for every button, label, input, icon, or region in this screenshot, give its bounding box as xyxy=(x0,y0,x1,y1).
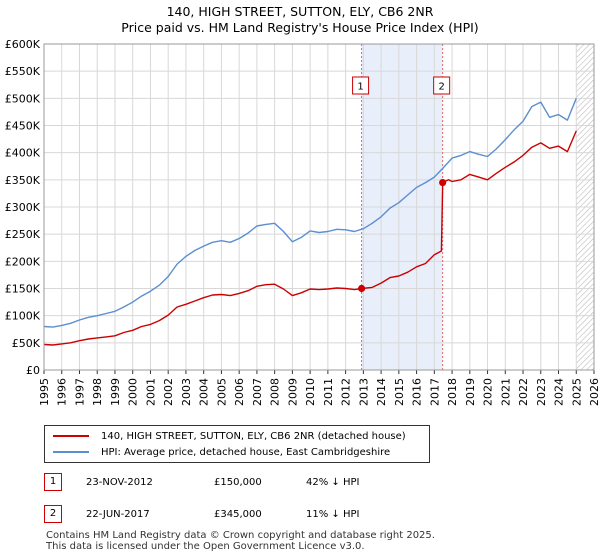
title-line-2: Price paid vs. HM Land Registry's House … xyxy=(121,20,479,35)
x-tick-label: 2002 xyxy=(162,378,175,406)
transaction-point-2 xyxy=(439,178,447,187)
x-tick-label: 2023 xyxy=(535,378,548,406)
chart-title: 140, HIGH STREET, SUTTON, ELY, CB6 2NR P… xyxy=(0,4,600,36)
x-tick-label: 1997 xyxy=(73,378,86,406)
footer-licence: Contains HM Land Registry data © Crown c… xyxy=(46,530,435,552)
y-tick-label: £500K xyxy=(5,92,41,105)
x-tick-label: 1998 xyxy=(91,378,104,406)
x-tick-label: 2007 xyxy=(251,378,264,406)
x-tick-label: 1999 xyxy=(109,378,122,406)
transaction-date-1: 23-NOV-2012 xyxy=(86,476,153,488)
x-tick-label: 2004 xyxy=(198,378,211,406)
x-tick-label: 2018 xyxy=(446,378,459,406)
x-tick-label: 2005 xyxy=(215,378,228,406)
x-tick-label: 2016 xyxy=(411,378,424,406)
legend-swatch-price-paid xyxy=(53,435,89,437)
x-tick-label: 2020 xyxy=(482,378,495,406)
x-tick-label: 2012 xyxy=(340,378,353,406)
x-tick-label: 2026 xyxy=(588,378,600,406)
x-tick-label: 2003 xyxy=(180,378,193,406)
x-tick-label: 2014 xyxy=(375,378,388,406)
legend-label-hpi: HPI: Average price, detached house, East… xyxy=(101,446,391,458)
x-tick-label: 2017 xyxy=(428,378,441,406)
transaction-marker-box-2 xyxy=(433,76,451,95)
title-line-1: 140, HIGH STREET, SUTTON, ELY, CB6 2NR xyxy=(166,4,434,19)
series-line-price-paid xyxy=(43,130,577,346)
x-tick-label: 2013 xyxy=(357,378,370,406)
y-tick-label: £50K xyxy=(12,337,41,350)
x-tick-label: 2011 xyxy=(322,378,335,406)
y-tick-label: £200K xyxy=(5,255,41,268)
chart-legend: 140, HIGH STREET, SUTTON, ELY, CB6 2NR (… xyxy=(44,425,430,463)
transaction-date-2: 22-JUN-2017 xyxy=(86,508,150,520)
x-tick-label: 2010 xyxy=(304,378,317,406)
x-tick-label: 2015 xyxy=(393,378,406,406)
y-tick-label: £350K xyxy=(5,174,41,187)
transaction-badge-2: 2 xyxy=(44,505,62,523)
transaction-point-1 xyxy=(357,284,366,293)
transaction-price-2: £345,000 xyxy=(214,508,262,520)
y-tick-label: £550K xyxy=(5,65,41,78)
x-tick-label: 2021 xyxy=(499,378,512,406)
x-tick-label: 1995 xyxy=(38,378,51,406)
y-tick-label: £400K xyxy=(5,147,41,160)
x-tick-label: 2006 xyxy=(233,378,246,406)
y-tick-label: £250K xyxy=(5,228,41,241)
x-tick-label: 2024 xyxy=(553,378,566,406)
y-tick-label: £0 xyxy=(26,364,40,377)
x-tick-label: 2022 xyxy=(517,378,530,406)
transaction-hpi-2: 11% ↓ HPI xyxy=(306,508,360,520)
transaction-price-1: £150,000 xyxy=(214,476,262,488)
legend-item-price-paid: 140, HIGH STREET, SUTTON, ELY, CB6 2NR (… xyxy=(53,429,406,443)
transaction-marker-label-1: 1 xyxy=(357,82,363,93)
plot-frame xyxy=(43,43,595,371)
y-tick-label: £150K xyxy=(5,283,41,296)
series-line-hpi xyxy=(43,98,577,328)
transaction-hpi-1: 42% ↓ HPI xyxy=(306,476,360,488)
legend-item-hpi: HPI: Average price, detached house, East… xyxy=(53,445,390,459)
legend-label-price-paid: 140, HIGH STREET, SUTTON, ELY, CB6 2NR (… xyxy=(101,430,406,442)
transaction-badge-1: 1 xyxy=(44,473,62,491)
x-tick-label: 2000 xyxy=(127,378,140,406)
y-tick-label: £100K xyxy=(5,310,41,323)
footer-line-1: Contains HM Land Registry data © Crown c… xyxy=(46,530,435,541)
transaction-marker-box-1 xyxy=(352,76,370,95)
footer-line-2: This data is licensed under the Open Gov… xyxy=(46,541,365,552)
y-tick-label: £600K xyxy=(5,38,41,51)
x-tick-label: 2019 xyxy=(464,378,477,406)
x-tick-label: 2009 xyxy=(286,378,299,406)
x-tick-label: 1996 xyxy=(56,378,69,406)
transaction-marker-label-2: 2 xyxy=(438,82,444,93)
price-chart: 1 2 £0 £50K £100K £150K £200K £250K £300K £350K £… xyxy=(5,38,600,406)
x-tick-label: 2008 xyxy=(269,378,282,406)
y-tick-label: £300K xyxy=(5,201,41,214)
legend-swatch-hpi xyxy=(53,451,89,453)
x-tick-label: 2025 xyxy=(570,378,583,406)
y-tick-label: £450K xyxy=(5,120,41,133)
x-tick-label: 2001 xyxy=(144,378,157,406)
